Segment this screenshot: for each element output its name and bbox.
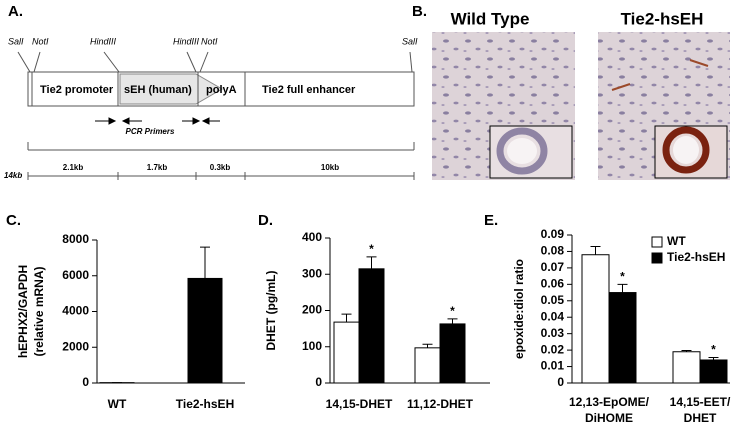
bar xyxy=(672,351,701,384)
error-bar xyxy=(681,349,692,352)
restriction-site: SalI xyxy=(402,36,418,46)
segment-length: 2.1kb xyxy=(63,163,84,172)
error-bar xyxy=(708,357,719,360)
x-tick-label: DHET xyxy=(684,411,717,425)
bar xyxy=(699,359,728,384)
significance-mark: * xyxy=(711,343,716,357)
error-bar xyxy=(447,318,458,324)
y-tick-label: 200 xyxy=(302,303,322,317)
y-tick-label: 0.09 xyxy=(541,227,565,241)
construct-element: polyA xyxy=(206,84,237,96)
y-axis-label: hEPHX2/GAPDH xyxy=(16,265,30,358)
significance-mark: * xyxy=(450,304,455,318)
restriction-site: NotI xyxy=(32,36,49,46)
x-tick-label: 11,12-DHET xyxy=(407,397,474,411)
primer-arrows xyxy=(95,117,220,125)
y-tick-label: 0 xyxy=(557,375,564,389)
bar xyxy=(414,347,441,384)
x-tick-label: DiHOME xyxy=(585,411,633,425)
significance-mark: * xyxy=(369,242,374,256)
y-tick-label: 0.07 xyxy=(541,260,565,274)
bar xyxy=(187,277,223,384)
y-tick-label: 300 xyxy=(302,266,322,280)
y-tick-label: 0.06 xyxy=(541,277,565,291)
y-axis-label: epoxide:diol ratio xyxy=(512,259,526,359)
y-tick-label: 0.08 xyxy=(541,244,565,258)
micrograph xyxy=(598,32,730,180)
bar xyxy=(439,323,466,384)
y-tick-label: 0 xyxy=(315,375,322,389)
restriction-site: HindIII xyxy=(90,36,117,46)
error-bar xyxy=(366,256,377,269)
x-tick-label: 14,15-DHET xyxy=(326,397,393,411)
legend-label: WT xyxy=(667,234,686,248)
micrograph-title: Wild Type xyxy=(451,9,530,28)
y-tick-label: 0.02 xyxy=(541,342,565,356)
error-bar xyxy=(617,283,628,293)
bar xyxy=(608,292,637,384)
bar xyxy=(358,268,385,384)
y-tick-label: 0.03 xyxy=(541,326,565,340)
y-tick-label: 0 xyxy=(82,375,89,389)
y-tick-label: 8000 xyxy=(62,232,89,246)
y-tick-label: 2000 xyxy=(62,339,89,353)
panel-label: C. xyxy=(6,212,21,229)
error-bar xyxy=(341,313,352,323)
restriction-site: HindIII xyxy=(173,36,200,46)
y-tick-label: 0.05 xyxy=(541,293,565,307)
segment-length: 10kb xyxy=(321,163,339,172)
significance-mark: * xyxy=(620,270,625,284)
construct-diagram xyxy=(17,51,415,180)
micrograph xyxy=(432,32,575,180)
panel-label: E. xyxy=(484,212,498,229)
primers-label: PCR Primers xyxy=(126,127,175,136)
bar xyxy=(581,254,610,384)
scale-label: 14kb xyxy=(4,171,22,180)
legend-label: Tie2-hsEH xyxy=(667,250,725,264)
error-bar xyxy=(200,246,210,279)
construct-element: Tie2 promoter xyxy=(40,84,114,96)
legend-swatch xyxy=(651,236,663,248)
micrograph-title: Tie2-hsEH xyxy=(621,9,704,28)
x-tick-label: WT xyxy=(108,397,127,411)
y-tick-label: 400 xyxy=(302,230,322,244)
y-tick-label: 0.01 xyxy=(541,359,565,373)
x-tick-label: 12,13-EpOME/ xyxy=(569,395,650,409)
panel-label: B. xyxy=(412,3,427,20)
y-tick-label: 6000 xyxy=(62,268,89,282)
bar xyxy=(333,321,360,384)
segment-length: 0.3kb xyxy=(210,163,231,172)
restriction-site: SalI xyxy=(8,36,24,46)
error-bar xyxy=(590,246,601,255)
panel-label: D. xyxy=(258,212,273,229)
y-axis-label: DHET (pg/mL) xyxy=(264,271,278,351)
legend-swatch xyxy=(651,252,663,264)
y-tick-label: 0.04 xyxy=(541,309,565,323)
y-tick-label: 100 xyxy=(302,339,322,353)
y-tick-label: 4000 xyxy=(62,304,89,318)
construct-element: Tie2 full enhancer xyxy=(262,84,356,96)
error-bar xyxy=(422,343,433,348)
x-tick-label: Tie2-hsEH xyxy=(176,397,234,411)
segment-length: 1.7kb xyxy=(147,163,168,172)
construct-element: sEH (human) xyxy=(124,84,192,96)
restriction-site: NotI xyxy=(201,36,218,46)
panel-label: A. xyxy=(8,3,23,20)
x-tick-label: 14,15-EET/ xyxy=(670,395,731,409)
y-axis-label: (relative mRNA) xyxy=(32,266,46,356)
